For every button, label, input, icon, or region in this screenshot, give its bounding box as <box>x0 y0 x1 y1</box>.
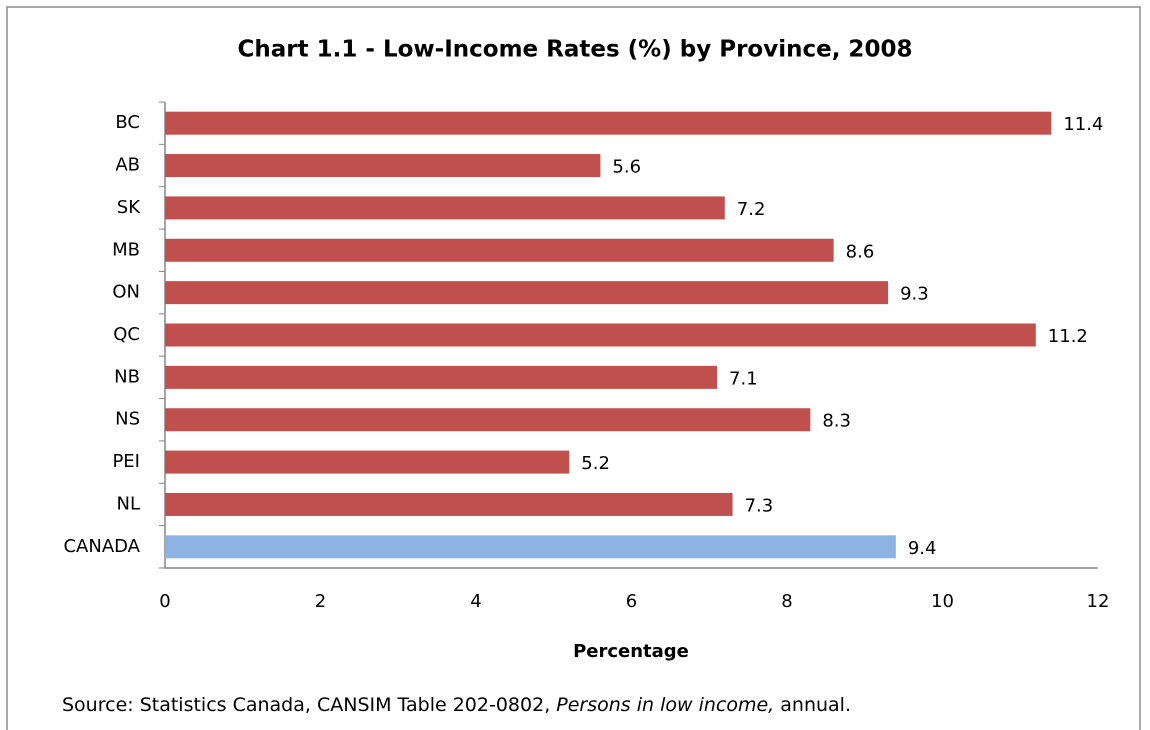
bar <box>165 535 896 559</box>
x-tick-label: 2 <box>315 591 326 612</box>
chart-title: Chart 1.1 - Low-Income Rates (%) by Prov… <box>238 37 913 63</box>
x-tick-label: 6 <box>626 591 637 612</box>
data-label: 8.3 <box>822 411 851 432</box>
data-label: 5.2 <box>581 453 610 474</box>
y-tick-label: AB <box>115 155 140 176</box>
y-tick-label: NL <box>117 493 141 514</box>
source-part: Source: Statistics Canada, CANSIM Table … <box>62 694 556 716</box>
x-axis-title: Percentage <box>573 641 689 662</box>
x-tick-label: 8 <box>781 591 792 612</box>
bar <box>165 281 889 305</box>
data-label: 8.6 <box>846 241 875 262</box>
bar <box>165 238 834 262</box>
y-tick-label: PEI <box>112 451 140 472</box>
data-label: 7.1 <box>729 368 758 389</box>
y-tick-label: QC <box>113 324 140 345</box>
y-tick-label: NS <box>115 409 140 430</box>
data-label: 5.6 <box>612 157 641 178</box>
source-part: annual. <box>774 694 851 716</box>
bar <box>165 111 1052 135</box>
data-label: 7.2 <box>737 199 766 220</box>
data-label: 9.4 <box>908 538 937 559</box>
x-tick-label: 0 <box>159 591 170 612</box>
bar <box>165 154 601 178</box>
bar <box>165 365 718 389</box>
source-note: Source: Statistics Canada, CANSIM Table … <box>62 694 851 716</box>
y-tick-label: BC <box>115 112 140 133</box>
data-label: 11.4 <box>1063 114 1103 135</box>
x-tick-label: 4 <box>470 591 481 612</box>
chart-frame <box>6 6 1141 730</box>
y-tick-label: MB <box>112 239 140 260</box>
y-tick-label: NB <box>114 366 140 387</box>
y-tick-label: ON <box>112 282 140 303</box>
bar <box>165 408 811 432</box>
y-tick-label: CANADA <box>63 536 140 557</box>
data-label: 11.2 <box>1048 326 1088 347</box>
x-tick-label: 10 <box>931 591 954 612</box>
bar <box>165 492 733 516</box>
bar <box>165 196 725 220</box>
bar <box>165 450 570 474</box>
data-label: 9.3 <box>900 284 929 305</box>
x-tick-label: 12 <box>1087 591 1110 612</box>
y-tick-label: SK <box>117 197 141 218</box>
data-label: 7.3 <box>745 495 774 516</box>
bar <box>165 323 1036 347</box>
source-part: Persons in low income, <box>556 694 774 716</box>
